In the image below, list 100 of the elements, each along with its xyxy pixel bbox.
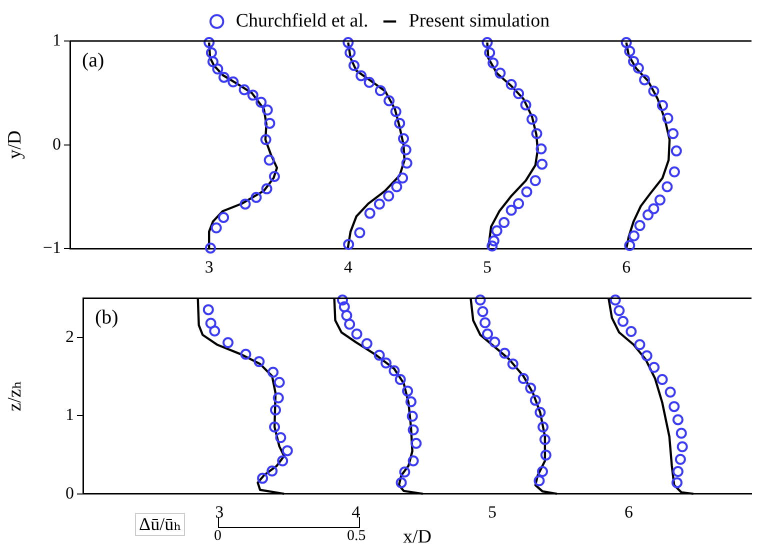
point — [540, 450, 552, 461]
x-tick-label: 3 — [204, 257, 214, 276]
point — [656, 100, 668, 111]
point — [530, 394, 541, 406]
point — [672, 414, 684, 426]
point — [261, 183, 272, 194]
point — [398, 133, 410, 144]
point — [641, 350, 652, 362]
point — [484, 47, 496, 58]
point — [264, 118, 276, 129]
point — [218, 72, 230, 83]
point — [204, 242, 216, 254]
point — [530, 175, 541, 186]
point — [394, 374, 406, 385]
point — [336, 294, 348, 306]
point — [634, 339, 646, 350]
point — [396, 477, 407, 488]
point — [624, 46, 636, 57]
point — [401, 158, 412, 169]
point — [268, 170, 280, 182]
point — [380, 357, 392, 368]
point — [205, 318, 216, 329]
x-tick-label: 6 — [624, 502, 633, 522]
point — [498, 217, 510, 228]
point — [374, 350, 385, 361]
point — [536, 143, 547, 154]
point — [610, 294, 621, 306]
y-tick-label: 2 — [66, 326, 74, 346]
point — [488, 58, 499, 69]
point — [222, 337, 234, 348]
point — [634, 220, 646, 232]
point — [402, 386, 414, 397]
y-axis-title: y/D — [4, 130, 26, 160]
point — [391, 181, 402, 192]
x-tick-label: 6 — [622, 257, 631, 276]
point — [260, 134, 272, 146]
point — [400, 144, 412, 156]
point — [383, 190, 394, 202]
y-tick-label: 0 — [66, 483, 74, 502]
point — [654, 194, 666, 206]
point — [256, 96, 267, 108]
point — [374, 85, 386, 96]
point — [408, 424, 419, 436]
point — [536, 158, 548, 170]
point — [620, 37, 632, 48]
point — [506, 204, 517, 216]
point — [668, 166, 680, 178]
point — [520, 99, 532, 110]
point — [674, 454, 686, 465]
point — [670, 145, 682, 156]
point — [240, 198, 251, 210]
point — [262, 104, 273, 116]
y-tick-label: 1 — [66, 405, 74, 424]
point — [247, 90, 258, 101]
point — [272, 392, 284, 404]
point — [338, 301, 350, 312]
point — [354, 227, 366, 238]
point — [270, 404, 281, 416]
point — [341, 310, 352, 321]
point — [410, 438, 422, 449]
point — [406, 410, 418, 422]
point — [351, 328, 362, 340]
point — [408, 455, 419, 466]
point — [394, 118, 406, 129]
point — [617, 316, 628, 327]
point — [521, 186, 532, 198]
point — [518, 372, 529, 384]
point — [212, 64, 224, 75]
x-tick-label: 4 — [352, 502, 361, 522]
point — [534, 475, 545, 486]
point — [656, 374, 668, 385]
x-tick-label: 5 — [488, 502, 497, 522]
point — [648, 203, 660, 214]
y-tick-label: 0 — [52, 134, 61, 154]
annotation: (b) — [95, 306, 118, 328]
point — [264, 154, 275, 166]
point — [538, 421, 549, 432]
point — [513, 88, 524, 100]
point — [274, 376, 285, 388]
point — [614, 305, 625, 316]
x-tick-label: 4 — [344, 257, 353, 276]
point — [361, 338, 372, 350]
point — [531, 128, 542, 140]
point — [397, 172, 408, 184]
point — [506, 78, 517, 90]
point — [626, 326, 637, 338]
point — [282, 445, 293, 456]
legend-label: Present simulation — [408, 10, 550, 32]
point — [489, 336, 500, 348]
point — [488, 235, 500, 246]
point — [343, 238, 354, 250]
point — [269, 421, 280, 432]
point — [482, 328, 494, 340]
point — [526, 114, 538, 125]
point — [539, 434, 550, 445]
point — [390, 106, 402, 118]
point — [266, 466, 278, 477]
point — [668, 128, 679, 140]
x-axis-title: x/D — [403, 526, 432, 548]
point — [513, 198, 524, 210]
